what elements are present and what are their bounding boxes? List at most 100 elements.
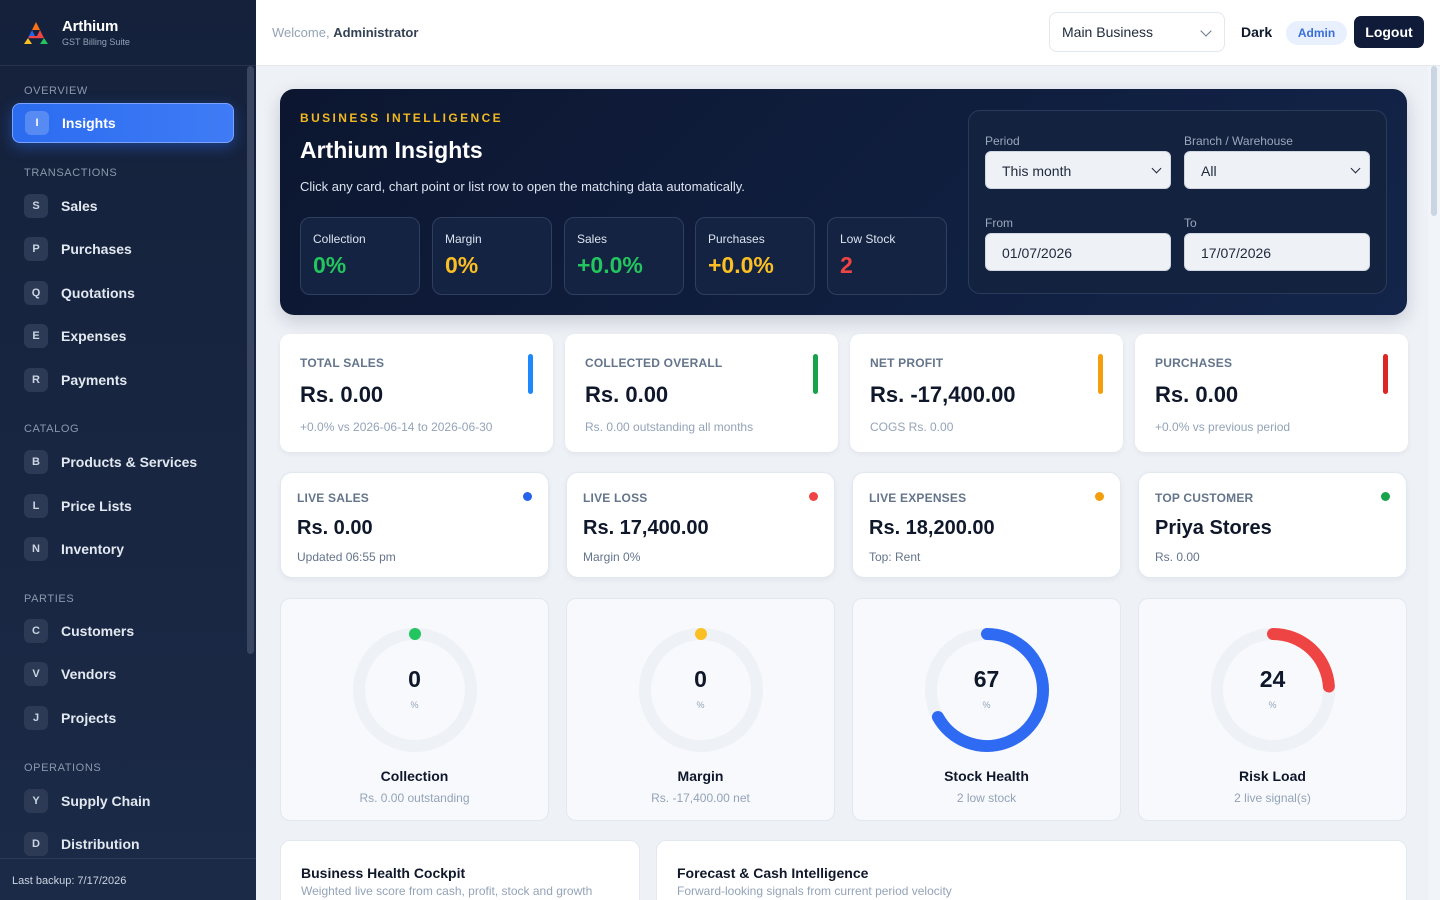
main-scrollbar-track[interactable] [1428,66,1440,900]
sidebar-item-label: Expenses [61,328,127,344]
brand-name: Arthium [62,18,119,35]
sidebar-item-label: Supply Chain [61,793,151,809]
kpi-label: TOTAL SALES [300,356,385,370]
theme-toggle-button[interactable]: Dark [1241,24,1273,40]
sidebar-item-label: Projects [61,710,117,726]
top-customer-card[interactable]: TOP CUSTOMER Priya Stores Rs. 0.00 [1138,472,1407,578]
expenses-badge-icon: E [24,324,48,348]
gauge-unit: % [410,700,419,710]
projects-badge-icon: J [24,706,48,730]
sidebar-item-label: Insights [62,115,116,131]
branch-select[interactable]: All [1184,151,1370,189]
gauge-risk-load[interactable]: 24 % Risk Load 2 live signal(s) [1138,598,1407,821]
brand[interactable]: Arthium GST Billing Suite [0,0,256,66]
main-scrollbar-thumb[interactable] [1431,66,1437,216]
gauge-unit: % [696,700,705,710]
sidebar: Arthium GST Billing Suite Overview I Ins… [0,0,256,900]
live-value: Rs. 0.00 [297,517,373,539]
from-date-input[interactable]: 01/07/2026 [985,233,1171,271]
sidebar-item-payments[interactable]: R Payments [12,360,234,400]
forecast-cash-panel[interactable]: Forecast & Cash Intelligence Forward-loo… [656,840,1407,900]
kpi-accent-bar [813,354,818,394]
kpi-purchases[interactable]: PURCHASES Rs. 0.00 +0.0% vs previous per… [1135,334,1408,452]
metric-label: Margin [445,232,482,246]
kpi-value: Rs. -17,400.00 [870,382,1016,407]
branch-label: Branch / Warehouse [1184,134,1293,148]
kpi-value: Rs. 0.00 [1155,382,1239,407]
kpi-collected-overall[interactable]: COLLECTED OVERALL Rs. 0.00 Rs. 0.00 outs… [565,334,838,452]
hero-eyebrow: BUSINESS INTELLIGENCE [300,111,504,125]
quotations-badge-icon: Q [24,281,48,305]
sidebar-item-distribution[interactable]: D Distribution [12,824,234,858]
live-label: TOP CUSTOMER [1155,491,1254,505]
gauge-value: 67 [973,666,1000,692]
role-badge: Admin [1286,21,1347,45]
welcome-text: Welcome, Administrator [272,25,418,40]
gauge-collection[interactable]: 0 % Collection Rs. 0.00 outstanding [280,598,549,821]
gauge-sub: 2 low stock [956,791,1017,805]
sidebar-item-expenses[interactable]: E Expenses [12,316,234,356]
period-select[interactable]: This month [985,151,1171,189]
sidebar-item-projects[interactable]: J Projects [12,698,234,738]
price-lists-badge-icon: L [24,494,48,518]
sidebar-item-insights[interactable]: I Insights [12,103,234,143]
main-content: BUSINESS INTELLIGENCE Arthium Insights C… [256,66,1440,900]
live-loss-card[interactable]: LIVE LOSS Rs. 17,400.00 Margin 0% [566,472,835,578]
gauge-value: 24 [1259,666,1286,692]
sidebar-scrollbar[interactable] [247,66,254,654]
gauge-name: Collection [380,768,449,784]
sidebar-item-customers[interactable]: C Customers [12,611,234,651]
kpi-sub: COGS Rs. 0.00 [870,420,954,434]
logout-button[interactable]: Logout [1354,16,1424,48]
metric-value: 0% [313,252,347,278]
sidebar-item-purchases[interactable]: P Purchases [12,229,234,269]
live-sub: Top: Rent [869,550,921,564]
metric-value: 2 [840,252,853,278]
sidebar-item-label: Quotations [61,285,135,301]
metric-purchases[interactable]: Purchases +0.0% [695,217,815,295]
sidebar-item-label: Sales [61,198,98,214]
sidebar-item-quotations[interactable]: Q Quotations [12,273,234,313]
topbar: Welcome, Administrator Main Business Dar… [256,0,1440,66]
to-date-input[interactable]: 17/07/2026 [1184,233,1370,271]
gauge-ring [639,628,763,752]
gauge-stock-health[interactable]: 67 % Stock Health 2 low stock [852,598,1121,821]
metric-margin[interactable]: Margin 0% [432,217,552,295]
kpi-sub: +0.0% vs previous period [1155,420,1291,434]
customers-badge-icon: C [24,619,48,643]
metric-value: +0.0% [577,252,643,278]
live-expenses-card[interactable]: LIVE EXPENSES Rs. 18,200.00 Top: Rent [852,472,1121,578]
business-select-value: Main Business [1062,24,1154,40]
last-backup: Last backup: 7/17/2026 [0,858,256,900]
metric-collection[interactable]: Collection 0% [300,217,420,295]
live-sales-card[interactable]: LIVE SALES Rs. 0.00 Updated 06:55 pm [280,472,549,578]
sidebar-item-inventory[interactable]: N Inventory [12,529,234,569]
kpi-accent-bar [528,354,533,394]
sidebar-item-vendors[interactable]: V Vendors [12,654,234,694]
sidebar-item-label: Distribution [61,836,140,852]
kpi-net-profit[interactable]: NET PROFIT Rs. -17,400.00 COGS Rs. 0.00 [850,334,1123,452]
gauge-unit: % [1268,700,1277,710]
sidebar-item-products-services[interactable]: B Products & Services [12,442,234,482]
status-dot [523,492,532,501]
kpi-total-sales[interactable]: TOTAL SALES Rs. 0.00 +0.0% vs 2026-06-14… [280,334,553,452]
metric-sales[interactable]: Sales +0.0% [564,217,684,295]
sidebar-item-sales[interactable]: S Sales [12,186,234,226]
sidebar-nav: Overview I Insights Transactions S Sales… [0,66,246,858]
business-select[interactable]: Main Business [1049,12,1225,52]
gauge-margin[interactable]: 0 % Margin Rs. -17,400.00 net [566,598,835,821]
kpi-label: COLLECTED OVERALL [585,356,723,370]
sidebar-item-label: Price Lists [61,498,132,514]
from-date-value: 01/07/2026 [1002,245,1073,261]
business-health-cockpit-panel[interactable]: Business Health Cockpit Weighted live sc… [280,840,640,900]
live-sub: Margin 0% [583,550,641,564]
distribution-badge-icon: D [24,832,48,856]
sidebar-item-label: Vendors [61,666,117,682]
kpi-value: Rs. 0.00 [300,382,384,407]
metric-value: +0.0% [708,252,774,278]
metric-low-stock[interactable]: Low Stock 2 [827,217,947,295]
kpi-accent-bar [1383,354,1388,394]
sidebar-item-label: Purchases [61,241,132,257]
sidebar-item-price-lists[interactable]: L Price Lists [12,486,234,526]
sidebar-item-supply-chain[interactable]: Y Supply Chain [12,781,234,821]
